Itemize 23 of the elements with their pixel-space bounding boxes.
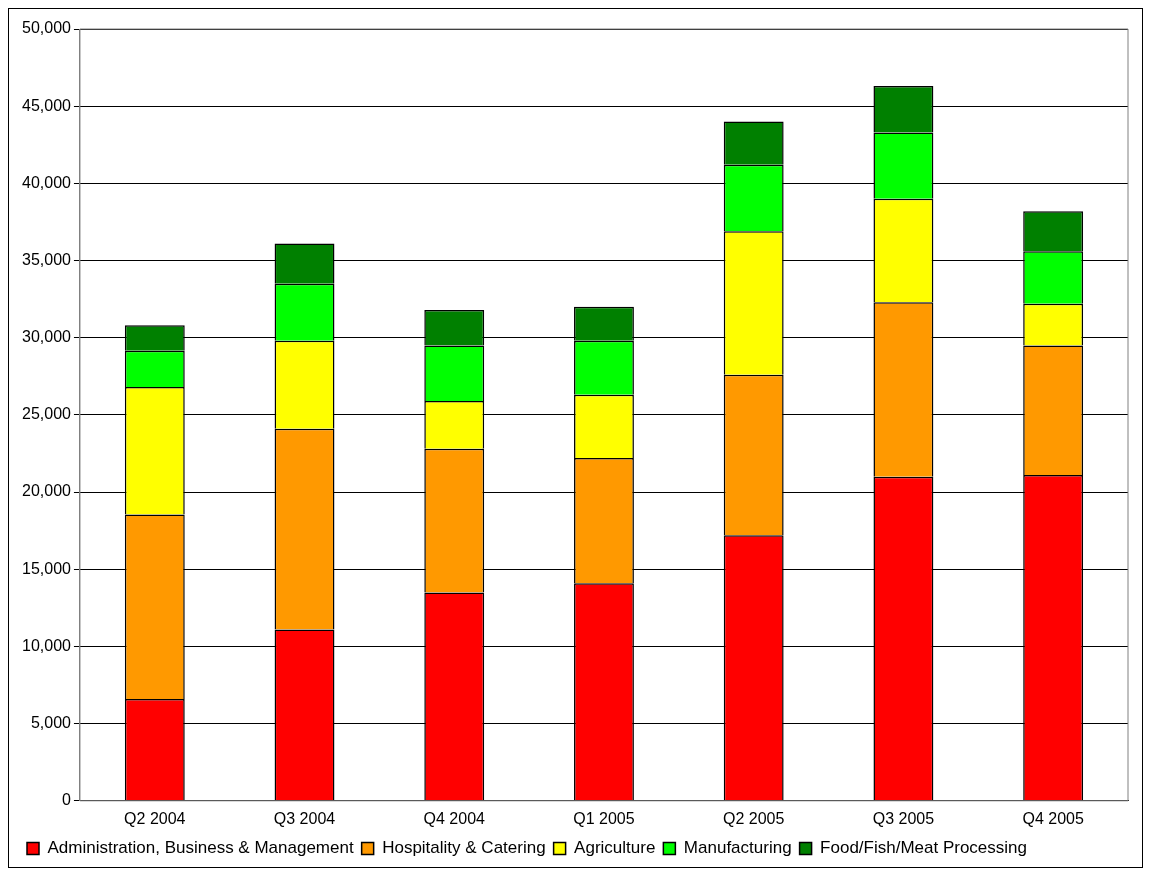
y-tick-label: 15,000 bbox=[22, 559, 72, 577]
x-tick-label: Q3 2004 bbox=[273, 809, 336, 827]
y-tick-label: 45,000 bbox=[22, 96, 72, 114]
y-tick-label: 30,000 bbox=[22, 328, 72, 346]
y-tick-label: 5,000 bbox=[30, 714, 72, 732]
x-tick-label: Q3 2005 bbox=[872, 809, 935, 827]
x-tick-label: Q4 2005 bbox=[1022, 809, 1084, 827]
y-tick-label: 0 bbox=[62, 791, 72, 809]
y-tick-label: 50,000 bbox=[22, 19, 72, 37]
legend-label: Food/Fish/Meat Processing bbox=[820, 838, 1028, 858]
y-tick-label: 25,000 bbox=[22, 405, 72, 423]
y-tick-label: 10,000 bbox=[22, 636, 72, 654]
x-tick-label: Q1 2005 bbox=[573, 809, 635, 827]
legend-label: Hospitality & Catering bbox=[382, 838, 546, 858]
legend-label: Agriculture bbox=[574, 838, 656, 858]
y-tick-label: 35,000 bbox=[22, 250, 72, 268]
x-tick-label: Q4 2004 bbox=[423, 809, 486, 827]
x-tick-label: Q2 2005 bbox=[723, 809, 785, 827]
legend-label: Administration, Business & Management bbox=[47, 838, 354, 858]
y-tick-label: 20,000 bbox=[22, 482, 72, 500]
y-tick-label: 40,000 bbox=[22, 173, 72, 191]
legend-label: Manufacturing bbox=[683, 838, 792, 858]
x-tick-label: Q2 2004 bbox=[124, 809, 186, 827]
